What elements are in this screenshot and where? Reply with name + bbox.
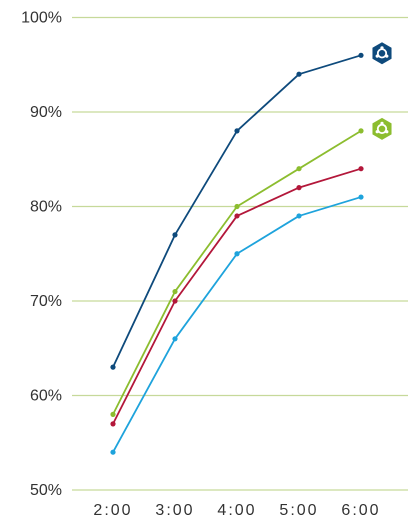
data-point [172,232,178,238]
grid-lines [72,16,408,491]
data-point [234,128,240,134]
series-line-1 [112,54,362,368]
y-axis-tick-labels: 50% 60% 70% 80% 90% 100% [21,10,62,500]
series-line-2 [112,130,362,415]
hexagon-badge-icon [372,117,392,140]
data-point [296,71,302,77]
x-tick-label: 5:00 [279,502,318,516]
data-point [172,288,178,295]
data-point [110,449,116,455]
y-tick-label: 80% [30,199,62,216]
data-point [234,251,240,257]
x-tick-label: 2:00 [93,502,132,516]
series-badges [372,42,392,140]
data-point [234,213,240,219]
y-tick-label: 90% [30,104,62,121]
data-point [110,421,116,427]
x-tick-label: 6:00 [341,502,380,516]
data-point [172,336,178,342]
y-tick-label: 50% [30,482,62,499]
data-point [358,52,364,58]
data-point [358,166,364,172]
data-point [296,166,302,172]
x-tick-label: 3:00 [155,502,194,516]
y-tick-label: 100% [21,10,62,27]
hexagon-badge-icon [372,42,392,65]
data-point [358,128,364,134]
data-point [296,213,302,219]
data-point [296,185,302,191]
series-layer [110,52,364,455]
x-axis-tick-labels: 2:00 3:00 4:00 5:00 6:00 [93,502,380,516]
y-tick-label: 70% [30,293,62,310]
x-tick-label: 4:00 [217,502,256,516]
data-point [358,194,364,200]
data-point [110,411,116,417]
data-point [110,364,116,370]
y-tick-label: 60% [30,388,62,405]
data-point [172,298,178,304]
series-line-4 [112,196,362,453]
data-point [234,203,240,210]
